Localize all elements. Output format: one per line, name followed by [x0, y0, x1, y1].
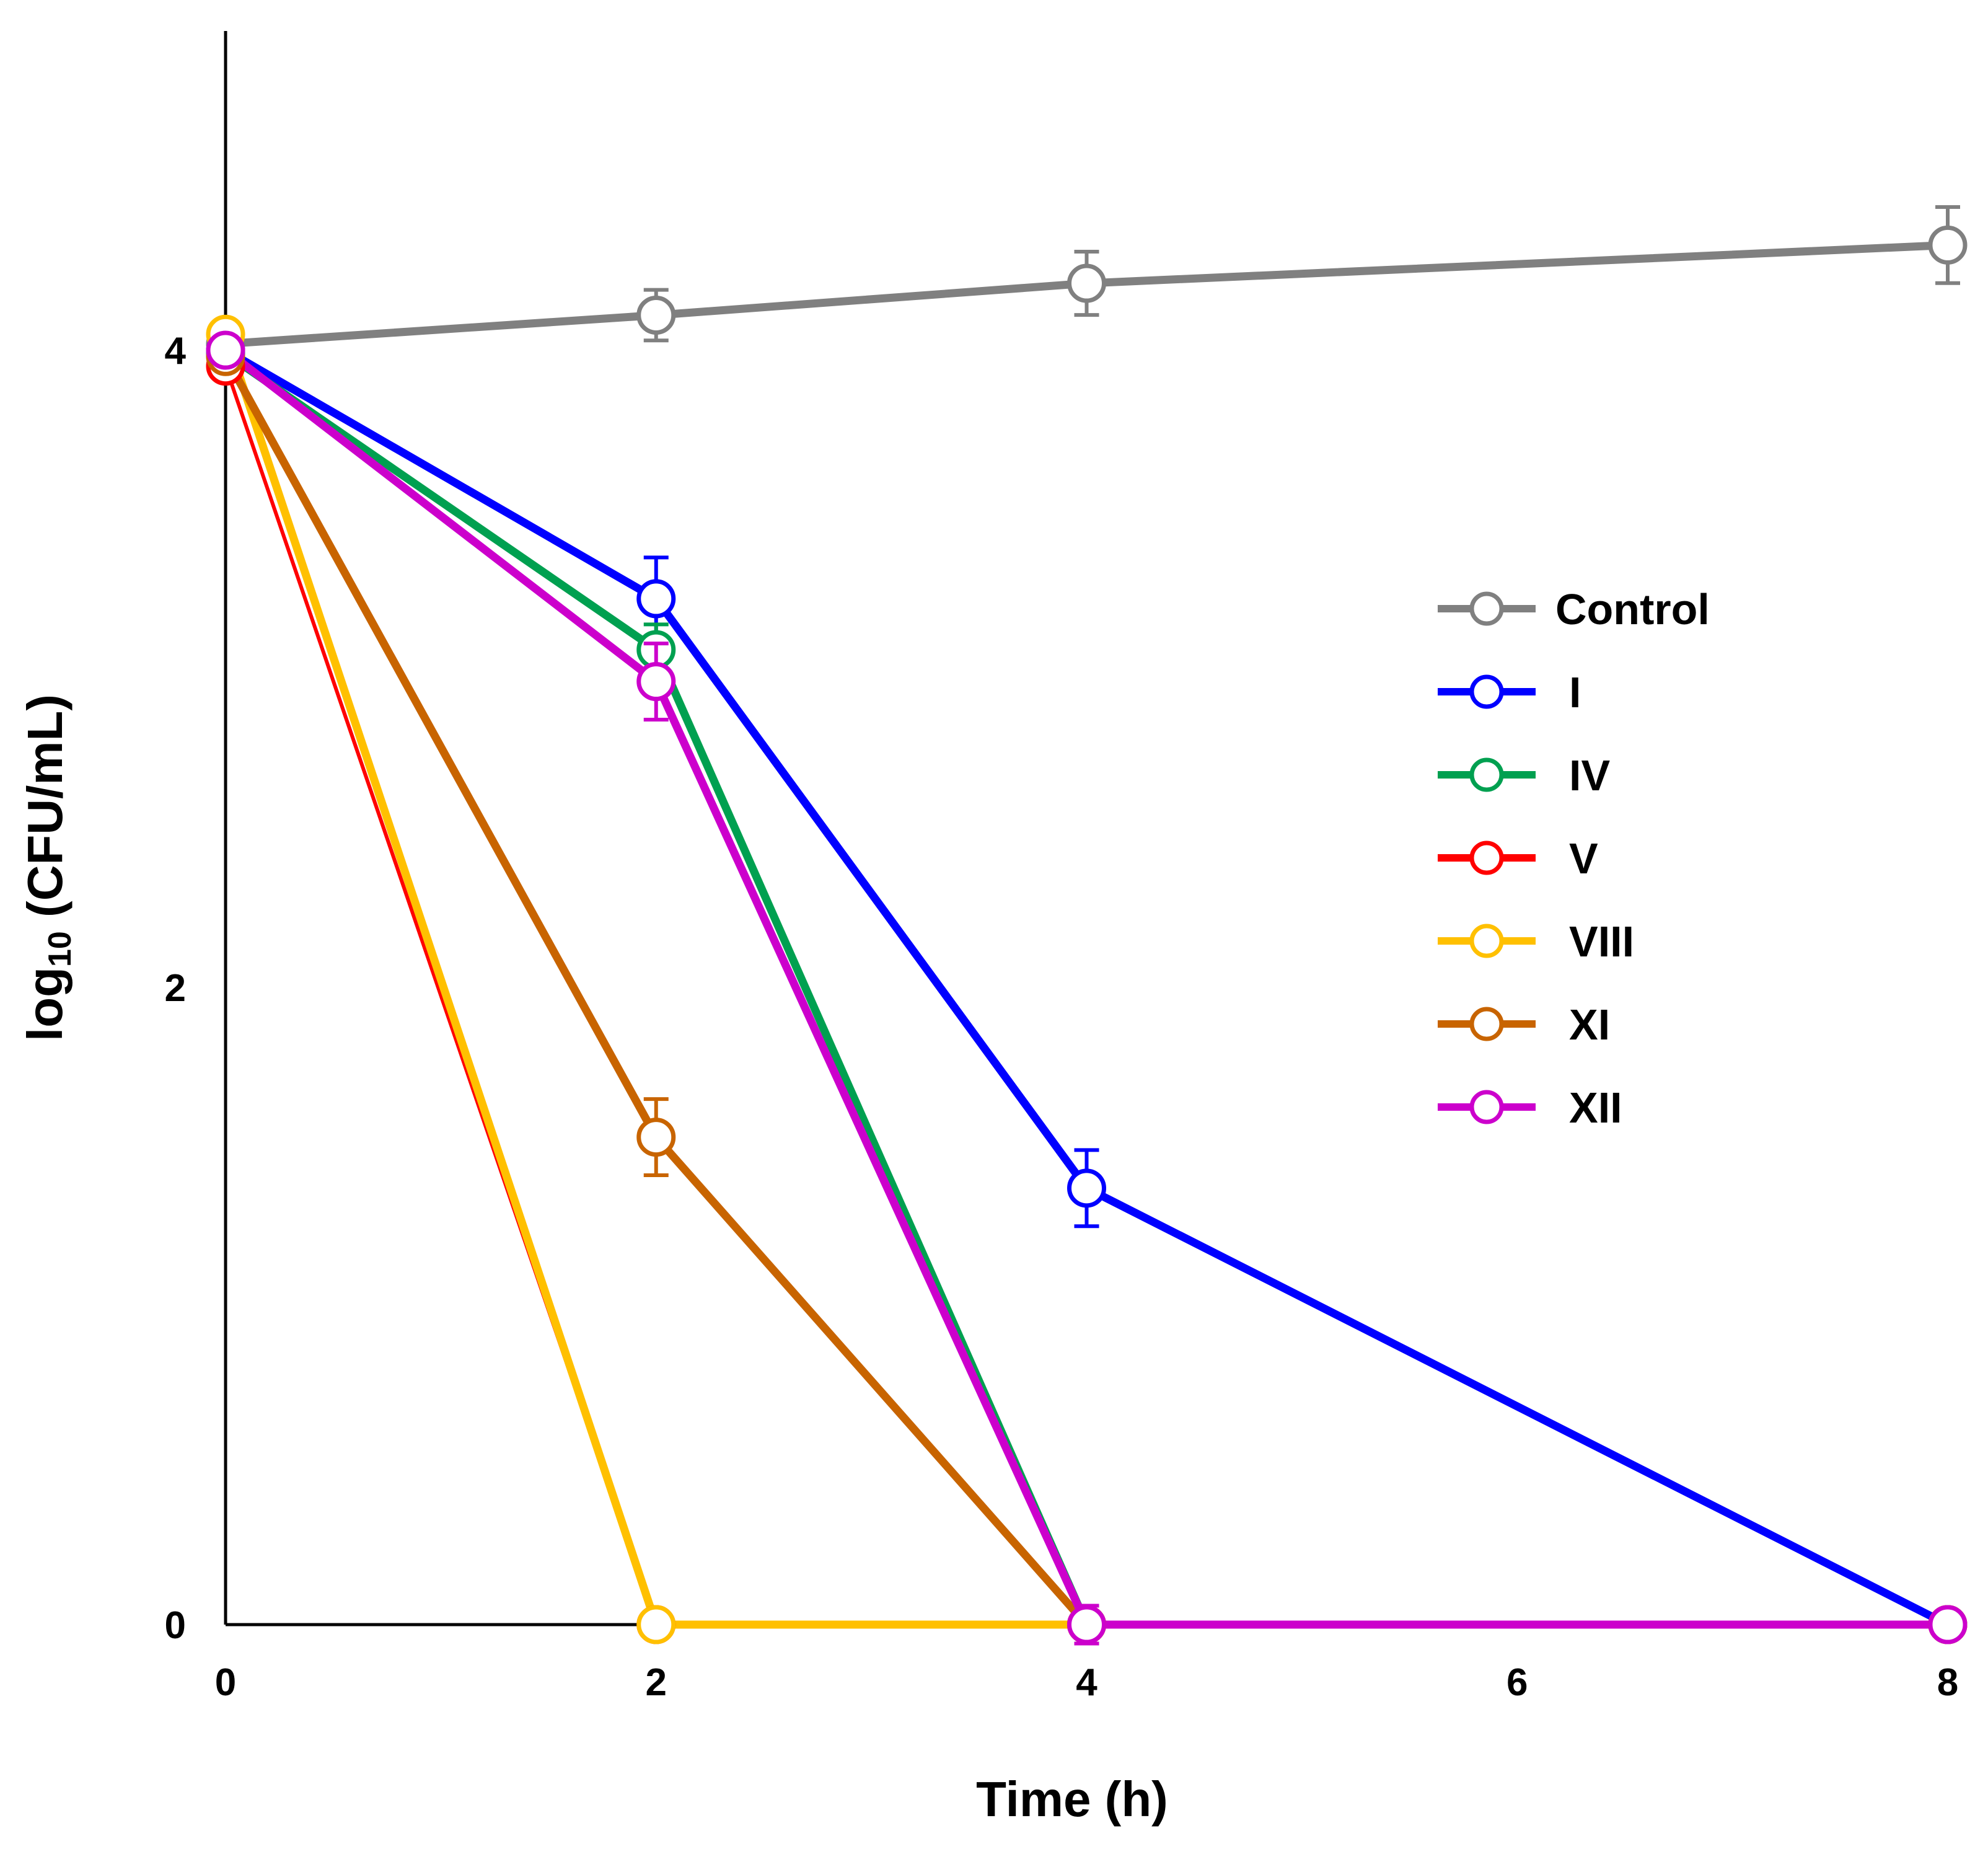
data-point	[1067, 1168, 1106, 1208]
data-point	[206, 330, 245, 370]
x-tick-label: 2	[646, 1661, 667, 1704]
series-i	[223, 346, 1950, 1628]
x-axis-title: Time (h)	[976, 1772, 1168, 1827]
legend-item-xii: XII	[1438, 1083, 1622, 1132]
series-line	[224, 365, 1948, 1626]
x-tick-label: 8	[1937, 1661, 1958, 1704]
series-line	[223, 346, 1950, 1628]
x-tick-label: 4	[1076, 1661, 1097, 1704]
axes: 0 2 4 6 8 0 2 4	[165, 31, 1958, 1704]
legend-label: I	[1569, 668, 1581, 717]
legend-item-viii: VIII	[1438, 917, 1634, 966]
legend-item-i: I	[1438, 668, 1581, 717]
series-control	[225, 241, 1948, 348]
legend-item-v: V	[1438, 834, 1598, 883]
y-tick-label: 0	[165, 1604, 186, 1647]
data-point	[1928, 1605, 1968, 1644]
series-line	[223, 346, 1948, 1629]
legend-label: Control	[1555, 585, 1710, 633]
data-point	[636, 662, 676, 702]
legend-marker	[1469, 757, 1504, 792]
y-tick-label: 2	[165, 967, 186, 1010]
series-v	[224, 365, 1948, 1626]
y-tick-label: 4	[165, 330, 187, 373]
legend-label: IV	[1569, 751, 1610, 800]
legend-label: XII	[1569, 1083, 1622, 1132]
legend-marker	[1469, 1090, 1504, 1124]
data-point	[636, 295, 676, 335]
legend-label: V	[1569, 834, 1598, 883]
x-tick-label: 6	[1506, 1661, 1528, 1704]
data-point	[636, 1605, 676, 1644]
legend-marker	[1469, 841, 1504, 875]
legend-marker	[1469, 1007, 1504, 1041]
legend: Control I IV V VIII XI XII	[1438, 585, 1710, 1132]
x-tick-label: 0	[215, 1661, 236, 1704]
markers-iv	[206, 333, 1968, 1644]
series-line	[225, 241, 1948, 348]
data-point	[1067, 1605, 1106, 1644]
data-point	[1067, 263, 1106, 303]
markers-control	[206, 205, 1968, 364]
legend-marker	[1469, 591, 1504, 626]
markers-i	[206, 330, 1968, 1644]
data-point	[636, 1118, 676, 1157]
legend-label: XI	[1569, 1000, 1610, 1049]
legend-marker	[1469, 924, 1504, 958]
data-point	[636, 579, 676, 619]
legend-item-xi: XI	[1438, 1000, 1610, 1049]
legend-item-control: Control	[1438, 585, 1710, 633]
y-axis-title: log10 (CFU/mL)	[17, 694, 78, 1041]
data-point	[1928, 225, 1968, 265]
series-layer	[206, 205, 1968, 1646]
legend-marker	[1469, 674, 1504, 709]
series-xii	[223, 346, 1948, 1629]
markers-viii	[206, 314, 1968, 1644]
legend-item-iv: IV	[1438, 751, 1610, 800]
legend-label: VIII	[1569, 917, 1634, 966]
markers-xii	[206, 330, 1968, 1646]
